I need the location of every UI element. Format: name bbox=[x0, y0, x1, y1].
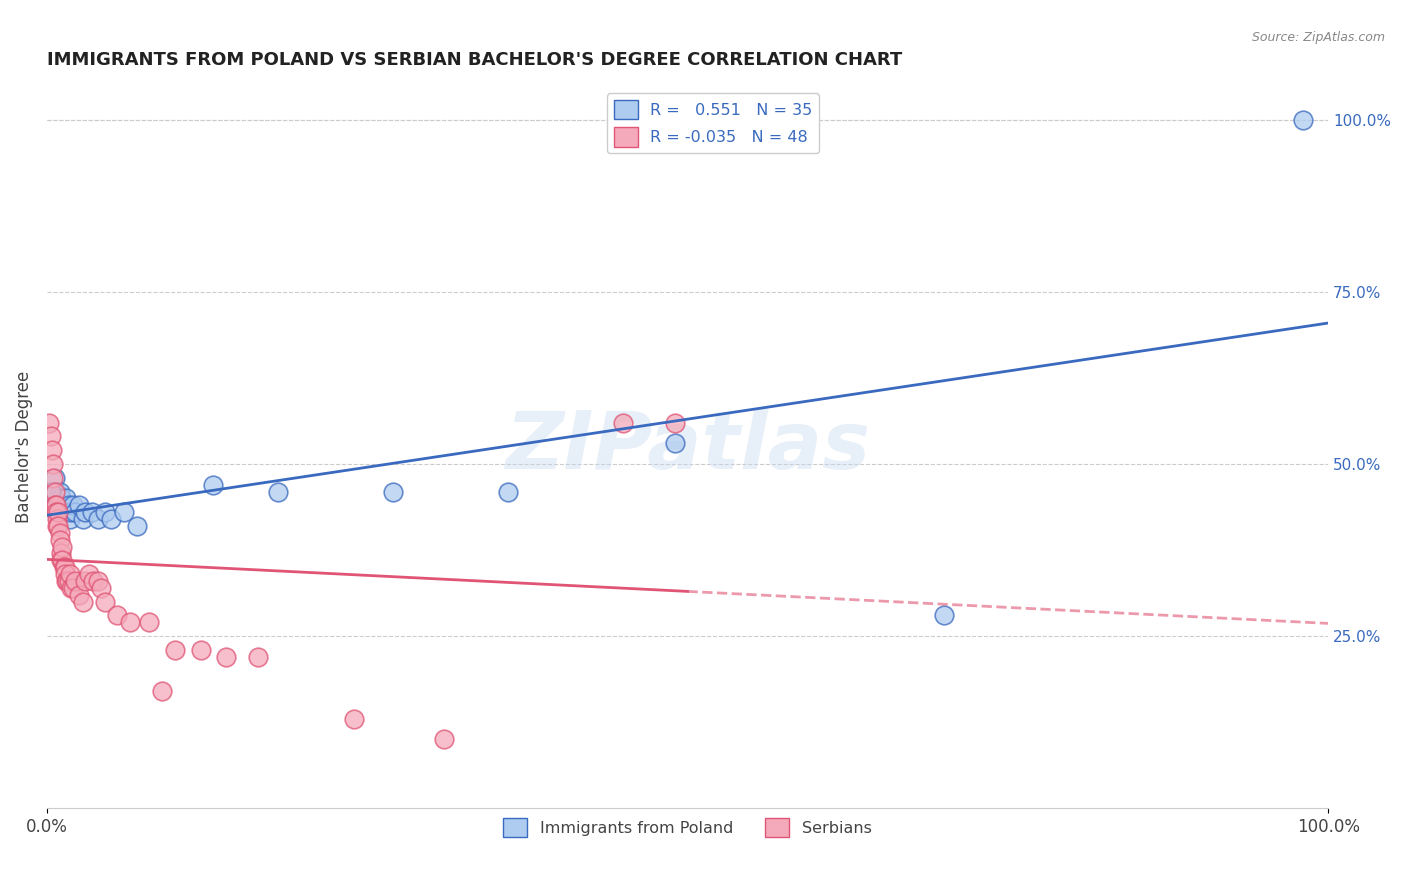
Point bbox=[932, 608, 955, 623]
Point bbox=[41, 484, 63, 499]
Point bbox=[202, 477, 225, 491]
Point bbox=[44, 471, 66, 485]
Point bbox=[48, 498, 70, 512]
Point bbox=[44, 498, 66, 512]
Point bbox=[51, 553, 73, 567]
Point bbox=[41, 443, 63, 458]
Point bbox=[163, 642, 186, 657]
Point bbox=[266, 484, 288, 499]
Point bbox=[56, 505, 79, 519]
Point bbox=[39, 484, 62, 499]
Point bbox=[59, 567, 82, 582]
Point bbox=[112, 505, 135, 519]
Point bbox=[247, 649, 270, 664]
Point bbox=[45, 484, 67, 499]
Point bbox=[77, 567, 100, 582]
Point bbox=[72, 594, 94, 608]
Point bbox=[42, 457, 65, 471]
Point bbox=[496, 484, 519, 499]
Point bbox=[62, 498, 84, 512]
Point bbox=[138, 615, 160, 630]
Point bbox=[93, 594, 115, 608]
Point bbox=[63, 574, 86, 588]
Point bbox=[52, 560, 75, 574]
Point bbox=[52, 498, 75, 512]
Point bbox=[55, 574, 77, 588]
Point bbox=[93, 505, 115, 519]
Y-axis label: Bachelor's Degree: Bachelor's Degree bbox=[15, 371, 32, 523]
Point bbox=[39, 498, 62, 512]
Point bbox=[87, 574, 110, 588]
Point bbox=[60, 505, 83, 519]
Point bbox=[67, 588, 90, 602]
Point bbox=[75, 505, 97, 519]
Point bbox=[63, 505, 86, 519]
Point bbox=[72, 512, 94, 526]
Point bbox=[44, 484, 66, 499]
Point bbox=[100, 512, 122, 526]
Point bbox=[87, 512, 110, 526]
Text: ZIPatlas: ZIPatlas bbox=[505, 408, 870, 486]
Point bbox=[49, 553, 72, 567]
Point bbox=[612, 416, 634, 430]
Point bbox=[215, 649, 238, 664]
Point bbox=[75, 574, 97, 588]
Point bbox=[58, 574, 80, 588]
Point bbox=[125, 519, 148, 533]
Point bbox=[664, 436, 686, 450]
Point bbox=[42, 498, 65, 512]
Point bbox=[56, 574, 79, 588]
Point bbox=[59, 512, 82, 526]
Point bbox=[82, 574, 104, 588]
Point bbox=[46, 519, 69, 533]
Point bbox=[664, 416, 686, 430]
Point bbox=[48, 484, 70, 499]
Point bbox=[60, 581, 83, 595]
Point bbox=[51, 540, 73, 554]
Point bbox=[433, 732, 456, 747]
Point bbox=[48, 519, 70, 533]
Point bbox=[62, 581, 84, 595]
Point bbox=[48, 525, 70, 540]
Point bbox=[67, 498, 90, 512]
Point bbox=[48, 505, 70, 519]
Point bbox=[45, 498, 67, 512]
Point bbox=[53, 560, 76, 574]
Point bbox=[105, 608, 128, 623]
Point bbox=[90, 581, 112, 595]
Point bbox=[343, 712, 366, 726]
Text: Source: ZipAtlas.com: Source: ZipAtlas.com bbox=[1251, 31, 1385, 45]
Point bbox=[42, 471, 65, 485]
Point bbox=[55, 491, 77, 506]
Text: IMMIGRANTS FROM POLAND VS SERBIAN BACHELOR'S DEGREE CORRELATION CHART: IMMIGRANTS FROM POLAND VS SERBIAN BACHEL… bbox=[46, 51, 903, 69]
Point bbox=[80, 505, 103, 519]
Point bbox=[58, 498, 80, 512]
Point bbox=[49, 546, 72, 560]
Point bbox=[39, 429, 62, 443]
Point bbox=[1291, 112, 1313, 127]
Point bbox=[45, 505, 67, 519]
Point bbox=[53, 567, 76, 582]
Point bbox=[38, 416, 60, 430]
Point bbox=[51, 505, 73, 519]
Point bbox=[150, 684, 173, 698]
Point bbox=[46, 512, 69, 526]
Point bbox=[120, 615, 142, 630]
Point bbox=[49, 491, 72, 506]
Point bbox=[46, 498, 69, 512]
Point bbox=[190, 642, 212, 657]
Legend: Immigrants from Poland, Serbians: Immigrants from Poland, Serbians bbox=[496, 811, 879, 844]
Point bbox=[48, 533, 70, 547]
Point bbox=[381, 484, 404, 499]
